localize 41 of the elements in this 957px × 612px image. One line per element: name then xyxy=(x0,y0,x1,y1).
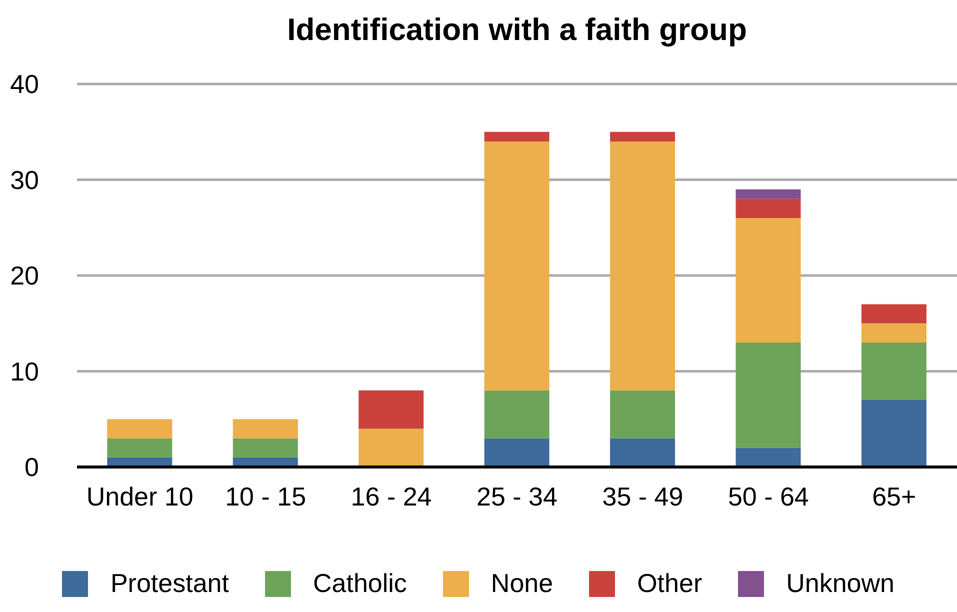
bar xyxy=(610,132,676,142)
x-tick-label: 10 - 15 xyxy=(225,481,306,512)
legend-label: None xyxy=(490,568,554,599)
legend-label: Unknown xyxy=(786,568,895,599)
y-tick-label: 0 xyxy=(24,452,39,482)
legend-label: Protestant xyxy=(110,568,229,599)
bar xyxy=(484,132,550,142)
bar xyxy=(861,342,926,400)
legend-label: Other xyxy=(637,568,702,599)
bar xyxy=(484,438,550,467)
bar xyxy=(736,342,801,448)
x-tick-label: 16 - 24 xyxy=(350,481,432,512)
bar xyxy=(736,448,801,467)
bar xyxy=(861,400,926,467)
x-tick-label: 25 - 34 xyxy=(476,481,558,512)
bar xyxy=(484,390,550,438)
bar xyxy=(736,189,801,199)
bar xyxy=(736,198,801,218)
bar xyxy=(861,304,926,324)
y-tick-label: 30 xyxy=(10,164,39,195)
bar xyxy=(107,419,172,438)
bar xyxy=(358,428,424,467)
bar xyxy=(232,438,298,458)
y-tick-label: 40 xyxy=(10,69,39,100)
x-tick-label: 35 - 49 xyxy=(602,481,684,512)
y-tick-label: 10 xyxy=(10,356,39,386)
x-tick-label: 50 - 64 xyxy=(728,481,809,512)
bar xyxy=(861,323,926,343)
bar xyxy=(736,218,801,343)
x-tick-label: 65+ xyxy=(872,481,916,512)
bar xyxy=(358,390,424,429)
x-tick-label: Under 10 xyxy=(86,481,194,512)
chart-title: Identification with a faith group xyxy=(286,12,748,48)
bar xyxy=(232,419,298,438)
bar xyxy=(610,390,676,438)
bar xyxy=(610,438,676,467)
bar xyxy=(107,438,172,458)
bar xyxy=(484,141,550,390)
bar xyxy=(610,141,676,390)
legend-label: Catholic xyxy=(312,568,407,599)
y-tick-label: 20 xyxy=(10,260,39,291)
